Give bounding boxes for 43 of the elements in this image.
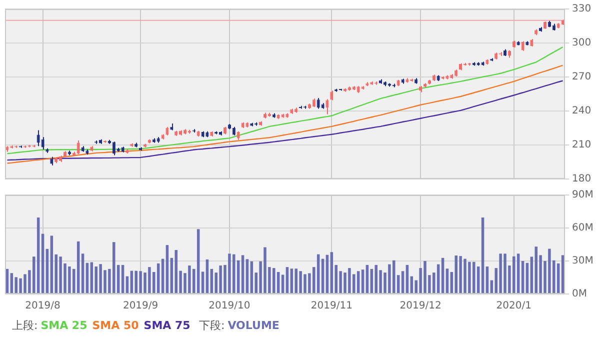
- bar: [196, 229, 200, 294]
- y-tick-label: 30M: [572, 256, 594, 267]
- text: SMA 25: [40, 319, 88, 332]
- x-tick-label: 2019/10: [208, 300, 250, 312]
- candlestick: [330, 90, 334, 101]
- candlestick: [326, 98, 329, 115]
- x-tick-label: 2019/11: [310, 300, 352, 312]
- y-tick-label: 0M: [572, 288, 587, 300]
- candlestick: [316, 97, 320, 110]
- text: SMA 50: [92, 319, 139, 332]
- legend-title: 下段:: [199, 319, 225, 332]
- bar: [561, 255, 564, 294]
- bar: [36, 218, 40, 294]
- x-tick-label: 2019/9: [122, 300, 158, 312]
- y-tick-label: 90M: [572, 190, 594, 201]
- legend-title: 上段:: [12, 319, 38, 332]
- bar: [76, 241, 80, 294]
- bar: [41, 234, 44, 294]
- bar: [81, 254, 84, 294]
- text: SMA 75: [144, 319, 190, 332]
- candlestick: [76, 140, 80, 155]
- bar: [246, 259, 249, 294]
- bar: [241, 255, 244, 294]
- x-tick-label: 2019/8: [25, 300, 60, 312]
- bar: [330, 252, 334, 294]
- y-tick-label: 60M: [572, 222, 594, 234]
- bar: [50, 236, 54, 294]
- x-tick-label: 2019/12: [400, 300, 442, 312]
- candlestick: [41, 136, 44, 150]
- y-tick-label: 240: [572, 106, 592, 117]
- x-tick-label: 2020/1: [496, 300, 532, 312]
- y-tick-label: 270: [572, 72, 592, 83]
- y-tick-label: 330: [572, 4, 592, 15]
- candlestick: [521, 40, 524, 52]
- bar: [166, 245, 169, 294]
- y-tick-label: 180: [572, 174, 592, 185]
- text: VOLUME: [228, 319, 280, 332]
- candlestick: [112, 141, 116, 156]
- bar: [516, 254, 520, 294]
- y-tick-label: 300: [572, 38, 592, 49]
- y-tick-label: 210: [572, 140, 592, 151]
- bar: [481, 218, 484, 294]
- bar: [90, 262, 94, 294]
